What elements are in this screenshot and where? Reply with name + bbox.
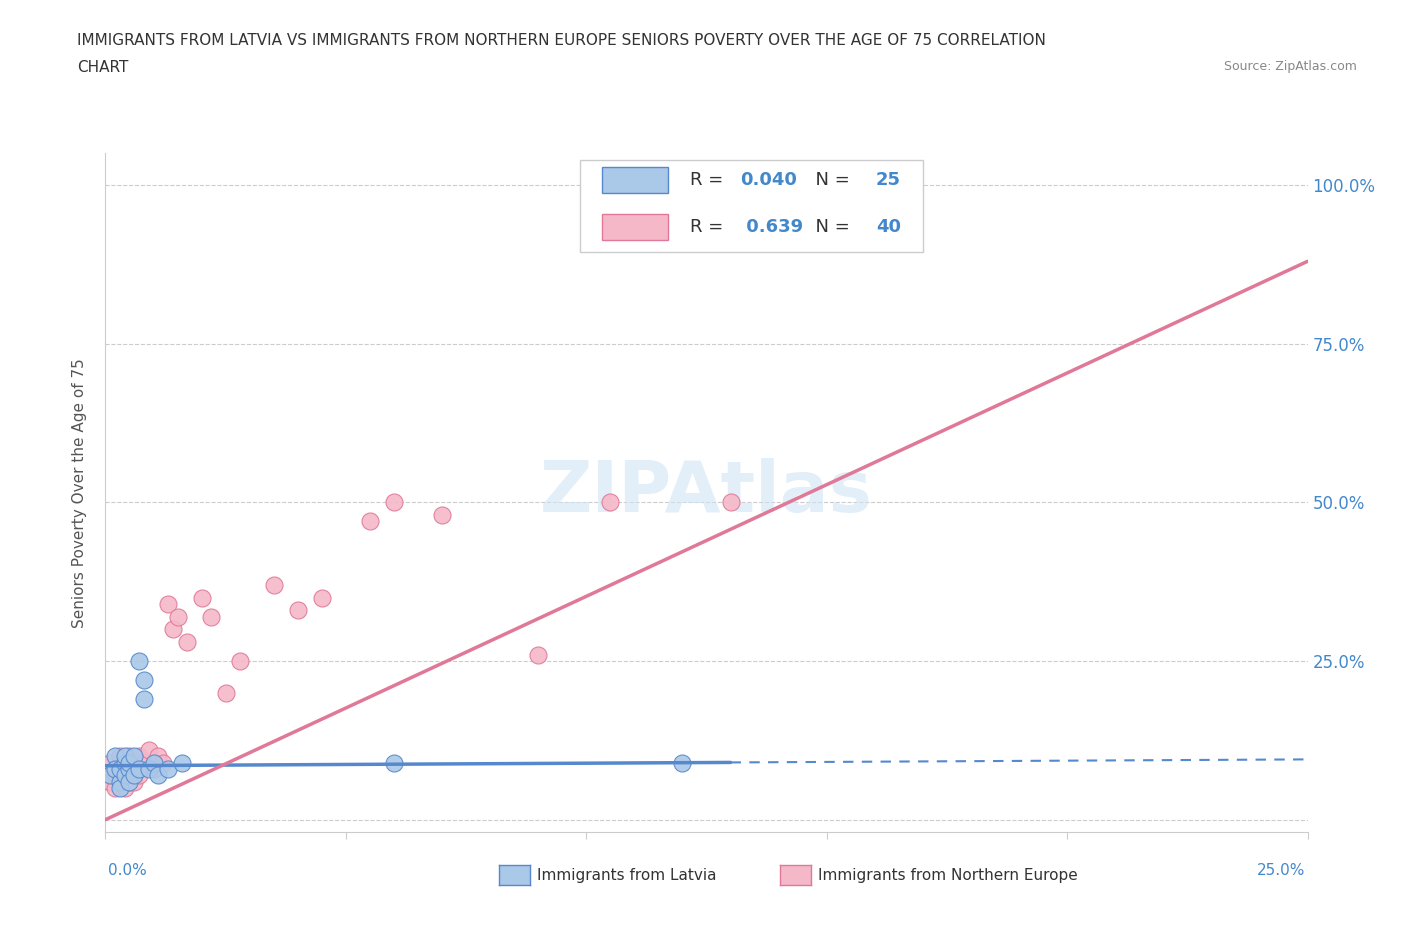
Text: 25: 25 — [876, 171, 901, 189]
Point — [128, 768, 150, 783]
Point — [114, 768, 136, 783]
Point — [108, 762, 131, 777]
Point — [382, 495, 405, 510]
Text: N =: N = — [804, 171, 855, 189]
Text: 0.0%: 0.0% — [108, 863, 148, 878]
Point — [263, 578, 285, 592]
Point — [599, 495, 621, 510]
Point — [104, 768, 127, 783]
Text: N =: N = — [804, 218, 855, 236]
Text: Immigrants from Latvia: Immigrants from Latvia — [537, 868, 717, 883]
Point — [229, 654, 252, 669]
Point — [124, 762, 146, 777]
Text: R =: R = — [690, 171, 728, 189]
Text: ZIPAtlas: ZIPAtlas — [540, 458, 873, 527]
Point — [214, 685, 236, 700]
Point — [98, 768, 121, 783]
Text: 40: 40 — [876, 218, 901, 236]
Point — [156, 762, 179, 777]
Point — [114, 780, 136, 795]
Point — [671, 755, 693, 770]
Point — [118, 774, 141, 789]
Text: Immigrants from Northern Europe: Immigrants from Northern Europe — [818, 868, 1078, 883]
Point — [124, 774, 146, 789]
Point — [128, 762, 150, 777]
Point — [118, 755, 141, 770]
Point — [108, 780, 131, 795]
Point — [118, 774, 141, 789]
Point — [311, 591, 333, 605]
Point — [720, 495, 742, 510]
Text: 0.040: 0.040 — [740, 171, 797, 189]
Point — [128, 749, 150, 764]
Point — [138, 742, 160, 757]
Point — [118, 749, 141, 764]
Text: IMMIGRANTS FROM LATVIA VS IMMIGRANTS FROM NORTHERN EUROPE SENIORS POVERTY OVER T: IMMIGRANTS FROM LATVIA VS IMMIGRANTS FRO… — [77, 33, 1046, 47]
Point — [887, 178, 910, 193]
Point — [104, 749, 127, 764]
Point — [132, 692, 155, 707]
Point — [104, 780, 127, 795]
Point — [142, 762, 165, 777]
Text: 0.639: 0.639 — [740, 218, 803, 236]
Y-axis label: Seniors Poverty Over the Age of 75: Seniors Poverty Over the Age of 75 — [72, 358, 87, 628]
Point — [108, 749, 131, 764]
Point — [114, 749, 136, 764]
Point — [98, 774, 121, 789]
Point — [287, 603, 309, 618]
Point — [128, 654, 150, 669]
Point — [190, 591, 212, 605]
Point — [148, 749, 170, 764]
Point — [527, 647, 550, 662]
Point — [114, 768, 136, 783]
Point — [108, 768, 131, 783]
Point — [132, 755, 155, 770]
Bar — [602, 167, 668, 193]
Point — [152, 755, 174, 770]
Point — [132, 672, 155, 687]
Point — [382, 755, 405, 770]
Text: Source: ZipAtlas.com: Source: ZipAtlas.com — [1223, 60, 1357, 73]
Point — [430, 508, 453, 523]
Point — [156, 596, 179, 611]
FancyBboxPatch shape — [581, 160, 922, 252]
Text: 25.0%: 25.0% — [1257, 863, 1305, 878]
Point — [114, 755, 136, 770]
Point — [104, 762, 127, 777]
Point — [142, 755, 165, 770]
Text: R =: R = — [690, 218, 728, 236]
Point — [114, 755, 136, 770]
Point — [118, 762, 141, 777]
Point — [166, 609, 188, 624]
Point — [162, 622, 184, 637]
Point — [124, 749, 146, 764]
Point — [148, 768, 170, 783]
Point — [138, 762, 160, 777]
Point — [124, 768, 146, 783]
Point — [108, 774, 131, 789]
Point — [176, 634, 198, 649]
Text: CHART: CHART — [77, 60, 129, 75]
Point — [200, 609, 222, 624]
Point — [359, 514, 381, 529]
Point — [104, 762, 127, 777]
Point — [118, 762, 141, 777]
Point — [172, 755, 194, 770]
Point — [98, 755, 121, 770]
Bar — [602, 214, 668, 240]
